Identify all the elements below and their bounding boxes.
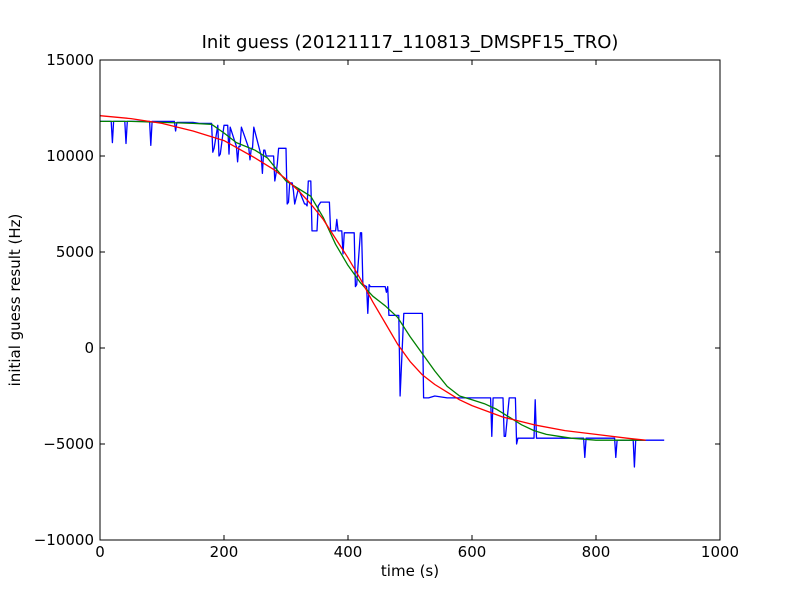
y-tick-label: −10000 bbox=[34, 531, 94, 549]
series-line-2 bbox=[100, 120, 646, 441]
x-tick-label: 800 bbox=[582, 543, 611, 561]
chart-title: Init guess (20121117_110813_DMSPF15_TRO) bbox=[202, 32, 619, 53]
series-layer bbox=[99, 115, 665, 468]
y-tick-label: 15000 bbox=[46, 51, 94, 69]
y-tick-label: 5000 bbox=[56, 243, 94, 261]
y-axis-label: initial guess result (Hz) bbox=[6, 214, 24, 387]
x-axis-label: time (s) bbox=[381, 562, 439, 580]
x-tick-label: 400 bbox=[334, 543, 363, 561]
x-tick-label: 1000 bbox=[701, 543, 739, 561]
ticks-layer: 0 200 400 600 800 1000 −10000 −5000 0 5000 10000 15… bbox=[34, 51, 739, 561]
x-tick-label: 200 bbox=[210, 543, 239, 561]
y-tick-label: −5000 bbox=[43, 435, 94, 453]
x-tick-label: 0 bbox=[95, 543, 105, 561]
y-tick-label: 10000 bbox=[46, 147, 94, 165]
plot-area bbox=[100, 60, 720, 540]
plot-frame bbox=[99, 59, 721, 541]
series-line-3 bbox=[99, 115, 646, 441]
y-tick-label: 0 bbox=[84, 339, 94, 357]
x-tick-label: 600 bbox=[458, 543, 487, 561]
